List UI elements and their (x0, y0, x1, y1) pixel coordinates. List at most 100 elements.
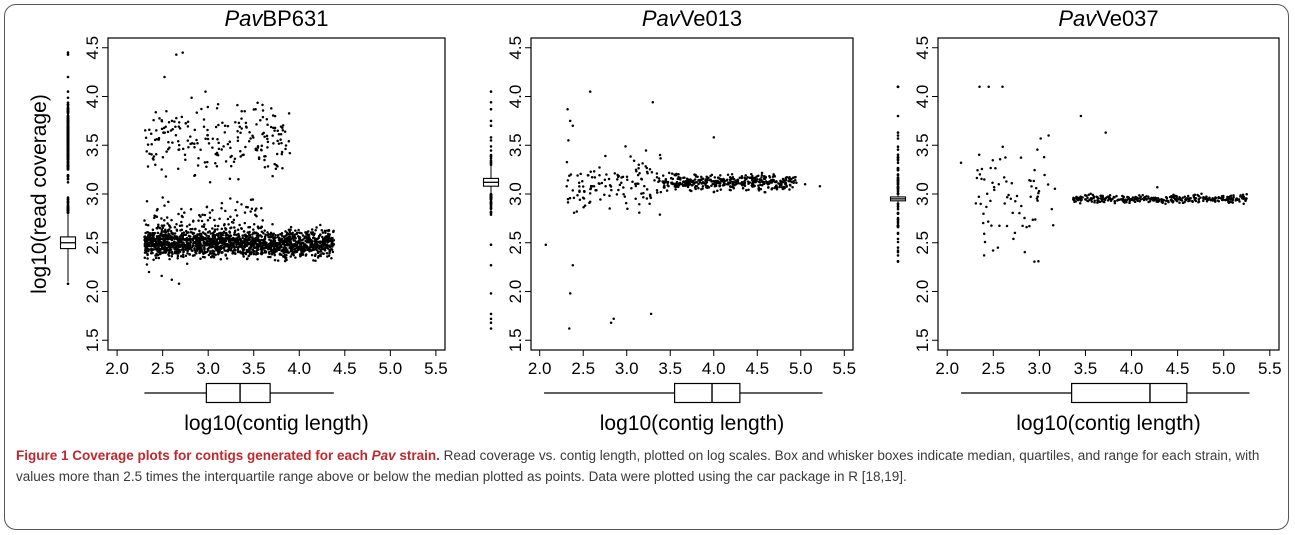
data-point (1197, 194, 1200, 198)
data-point (703, 181, 706, 185)
y-outlier-point (66, 178, 70, 181)
data-point (213, 253, 216, 256)
data-point (281, 124, 285, 127)
data-point (705, 178, 709, 182)
data-point (233, 233, 236, 236)
data-point (181, 253, 185, 256)
data-point (622, 186, 625, 189)
data-point (229, 215, 232, 218)
data-point (1154, 198, 1157, 201)
data-point (300, 239, 303, 242)
data-point (255, 249, 258, 253)
data-point (264, 251, 268, 254)
y-outlier-point (896, 148, 900, 151)
data-point (145, 263, 149, 266)
data-point (1193, 193, 1197, 197)
data-point (181, 238, 185, 241)
data-point (206, 134, 209, 137)
data-point (280, 141, 283, 145)
data-point (1046, 183, 1050, 186)
data-point (204, 228, 207, 231)
data-point (626, 207, 629, 211)
data-point (220, 227, 224, 231)
y-outlier-point (66, 207, 70, 211)
data-point (248, 233, 251, 236)
data-point (675, 180, 679, 184)
data-point (166, 238, 170, 241)
data-point (229, 164, 233, 168)
data-point (155, 215, 159, 218)
data-point (262, 241, 265, 244)
data-point (768, 174, 771, 178)
data-point (186, 252, 189, 255)
data-point (634, 182, 637, 186)
data-point (664, 180, 667, 184)
y-box-outliers (489, 90, 493, 330)
x-tick-label: 3.5 (1074, 359, 1098, 378)
data-point (656, 191, 659, 194)
data-point (247, 241, 251, 245)
panel-title: PavVe037 (1058, 6, 1158, 31)
data-point (598, 173, 601, 177)
data-point (726, 173, 730, 177)
data-point (283, 130, 287, 133)
data-point (695, 185, 699, 188)
data-point (1089, 192, 1092, 195)
data-point (160, 228, 164, 232)
data-point (631, 180, 634, 184)
data-point (220, 206, 223, 210)
data-point (230, 154, 233, 158)
data-point (985, 205, 988, 209)
data-point (271, 174, 274, 178)
data-point (148, 128, 151, 132)
data-point (324, 235, 328, 238)
data-point (240, 242, 244, 246)
data-point (177, 121, 181, 124)
data-point (173, 246, 177, 250)
x-tick-label: 2.0 (935, 359, 959, 378)
data-point (169, 235, 173, 239)
data-point (263, 229, 266, 232)
data-point (155, 129, 158, 132)
data-point (1203, 197, 1207, 201)
data-point (704, 183, 707, 187)
data-point (168, 245, 172, 249)
data-point (184, 121, 188, 125)
data-point (243, 240, 246, 243)
data-point (608, 194, 611, 198)
data-point (295, 250, 298, 253)
data-point (152, 118, 155, 122)
data-point (185, 262, 189, 265)
data-point (1078, 201, 1082, 205)
data-point (169, 248, 173, 252)
data-point (170, 119, 174, 123)
data-point (165, 110, 168, 113)
data-point (177, 282, 181, 285)
data-point (166, 130, 170, 134)
data-point (157, 136, 161, 140)
data-point (260, 225, 264, 229)
data-point (269, 255, 272, 259)
data-point (160, 119, 164, 123)
data-point (310, 228, 314, 231)
data-point (285, 233, 288, 237)
panel-title: PavBP631 (225, 6, 329, 31)
data-point (215, 151, 219, 155)
data-point (162, 131, 165, 134)
y-outlier-point (66, 203, 70, 206)
data-point (1095, 195, 1099, 199)
data-point (229, 197, 232, 200)
data-point (176, 139, 180, 143)
x-tick-label: 3.0 (615, 359, 639, 378)
data-point (760, 178, 763, 182)
y-outlier-point (66, 282, 70, 286)
data-point (296, 235, 300, 238)
data-point (759, 187, 763, 191)
data-point (1108, 193, 1112, 197)
data-point (183, 244, 186, 248)
data-point (659, 190, 663, 194)
data-point (316, 256, 320, 259)
y-outlier-point (489, 155, 493, 158)
data-point (260, 148, 263, 152)
